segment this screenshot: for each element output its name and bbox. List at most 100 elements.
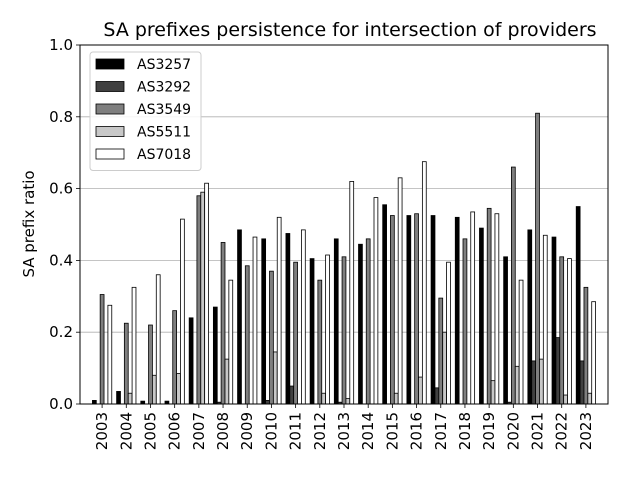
y-tick-label: 1.0 <box>49 36 73 54</box>
bar-as3549-2021 <box>535 112 540 405</box>
bar-as5511-2013 <box>345 398 351 405</box>
bar-as3292-2011 <box>289 385 295 405</box>
bar-as3292-2021 <box>531 360 536 405</box>
bar-as3549-2019 <box>486 207 492 405</box>
legend-swatch <box>95 103 125 115</box>
legend-label: AS3549 <box>137 102 191 118</box>
bar-as7018-2016 <box>421 161 427 405</box>
x-tick-label: 2006 <box>166 412 184 450</box>
x-tick-label: 2007 <box>190 412 208 450</box>
y-tick-label: 0.0 <box>49 395 73 413</box>
x-tick-label: 2021 <box>529 412 547 450</box>
x-tick-label: 2023 <box>577 412 595 450</box>
bar-as3257-2022 <box>551 236 557 405</box>
legend-label: AS3292 <box>137 80 191 96</box>
bar-as3257-2008 <box>212 306 218 405</box>
bar-as7018-2020 <box>518 279 524 405</box>
bar-as3549-2018 <box>462 238 468 405</box>
bar-as3549-2005 <box>148 324 153 405</box>
bar-as3549-2008 <box>220 242 226 405</box>
x-tick-label: 2018 <box>456 412 474 450</box>
legend-swatch <box>95 126 125 137</box>
bar-as7018-2004 <box>131 286 137 405</box>
bar-as3549-2013 <box>341 256 347 405</box>
bar-as5511-2019 <box>490 380 496 405</box>
bar-as5511-2004 <box>127 392 133 405</box>
bar-as7018-2021 <box>542 234 548 405</box>
bar-as3292-2017 <box>434 387 440 405</box>
x-tick-label: 2012 <box>311 412 329 450</box>
bar-as5511-2017 <box>442 331 447 405</box>
bar-as3257-2015 <box>382 204 387 405</box>
bar-as3549-2007 <box>196 195 202 405</box>
x-tick-label: 2020 <box>504 412 522 450</box>
x-tick-label: 2019 <box>480 412 498 450</box>
bar-as3292-2023 <box>579 360 585 405</box>
bar-as3257-2013 <box>333 238 339 405</box>
bar-as3257-2021 <box>527 229 533 405</box>
bar-as3549-2023 <box>583 286 589 405</box>
bar-as7018-2005 <box>155 274 161 405</box>
bar-as3549-2017 <box>438 297 444 405</box>
bar-as7018-2022 <box>567 258 572 405</box>
bar-as3549-2022 <box>559 256 565 405</box>
bar-as7018-2013 <box>349 181 355 405</box>
bar-as5511-2021 <box>539 358 544 405</box>
x-tick-label: 2004 <box>117 412 135 450</box>
x-tick-label: 2017 <box>432 412 450 450</box>
y-tick-label: 0.2 <box>49 323 73 341</box>
bar-as3292-2022 <box>555 337 561 405</box>
x-tick-label: 2008 <box>214 412 232 450</box>
bar-as3292-2010 <box>265 400 270 405</box>
bar-as3257-2007 <box>188 317 194 405</box>
bar-as7018-2011 <box>301 229 306 405</box>
bar-as7018-2015 <box>397 177 403 405</box>
bar-as3257-2016 <box>406 215 412 405</box>
bar-as7018-2009 <box>252 236 258 405</box>
bar-as3257-2009 <box>237 229 242 405</box>
bar-as7018-2019 <box>494 213 500 405</box>
bar-as3257-2023 <box>575 206 581 405</box>
bar-as3257-2017 <box>430 215 436 405</box>
bar-as7018-2003 <box>107 304 113 405</box>
bar-as3549-2016 <box>414 213 419 405</box>
bar-as5511-2008 <box>224 358 230 405</box>
bar-as5511-2022 <box>563 394 568 405</box>
bar-as7018-2018 <box>470 211 476 405</box>
chart-title: SA prefixes persistence for intersection… <box>103 19 596 41</box>
bar-as7018-2008 <box>228 279 234 405</box>
bar-as7018-2023 <box>591 301 596 405</box>
legend-label: AS5511 <box>137 125 191 141</box>
bar-as7018-2017 <box>446 261 451 405</box>
legend: AS3257 AS3292 AS3549 AS5511 AS7018 <box>89 51 202 171</box>
y-axis-label: SA prefix ratio <box>20 170 38 277</box>
plot-frame <box>79 44 609 405</box>
x-tick-label: 2003 <box>93 412 111 450</box>
bar-as3257-2003 <box>92 400 97 405</box>
bar-as3549-2006 <box>172 310 178 405</box>
bar-as3257-2004 <box>116 391 121 405</box>
bar-as5511-2015 <box>393 392 399 405</box>
x-tick-label: 2013 <box>335 412 353 450</box>
legend-swatch <box>95 148 125 160</box>
legend-swatch <box>95 81 125 92</box>
bar-as5511-2005 <box>152 374 157 405</box>
bar-as3257-2012 <box>309 258 315 405</box>
bar-as3549-2003 <box>99 294 105 405</box>
bar-as5511-2016 <box>418 376 423 405</box>
bar-as3549-2011 <box>293 261 298 405</box>
y-tick-label: 0.4 <box>49 251 73 269</box>
bar-as3257-2011 <box>285 233 291 405</box>
legend-swatch <box>95 58 125 70</box>
bar-as7018-2007 <box>204 182 209 405</box>
bar-as3257-2020 <box>503 256 508 405</box>
bar-as3257-2010 <box>261 238 267 405</box>
bar-as3257-2014 <box>358 243 363 405</box>
bar-as5511-2007 <box>200 191 206 405</box>
x-tick-label: 2015 <box>383 412 401 450</box>
x-tick-label: 2010 <box>262 412 280 450</box>
bar-as7018-2012 <box>325 254 330 405</box>
x-tick-label: 2005 <box>141 412 159 450</box>
